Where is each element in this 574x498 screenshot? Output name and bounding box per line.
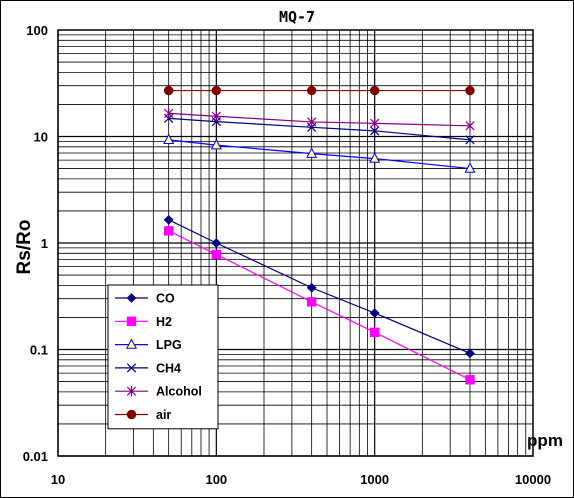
data-point-lpg [464, 162, 476, 173]
legend-entry-air: air [115, 408, 171, 422]
data-point-co [465, 348, 475, 359]
legend-label-air: air [156, 408, 171, 422]
plot-area-border [57, 29, 534, 457]
x-tick-labels: 10 100 1000 10000 [51, 472, 551, 487]
legend-marker-h2 [126, 316, 137, 327]
data-point-h2 [211, 249, 222, 260]
legend-marker-air [126, 409, 137, 420]
legend-marker-alcohol [126, 386, 137, 397]
legend-entry-h2: H2 [115, 315, 172, 329]
legend-entry-alcohol: Alcohol [115, 385, 202, 399]
y-tick-label: 10 [34, 130, 48, 145]
data-point-ch4 [370, 126, 380, 136]
data-point-alcohol [465, 120, 475, 132]
data-point-h2 [369, 327, 380, 338]
data-point-lpg [163, 133, 175, 145]
legend-label-lpg: LPG [156, 338, 182, 352]
legend-marker-co [126, 293, 137, 303]
legend-label-h2: H2 [156, 315, 172, 329]
y-tick-label: 0.1 [30, 343, 48, 358]
data-point-air [369, 85, 380, 96]
series-co [163, 214, 475, 359]
y-tick-label: 100 [26, 23, 48, 38]
data-point-co [163, 214, 174, 225]
data-point-air [306, 85, 317, 96]
y-axis-label: Rs/Ro [14, 220, 35, 275]
x-tick-label: 100 [205, 472, 227, 487]
data-point-co [369, 308, 380, 318]
legend-entry-lpg: LPG [115, 338, 182, 352]
series-h2 [163, 226, 475, 385]
y-tick-labels: 100 10 1 0.1 0.01 [23, 23, 48, 464]
data-point-lpg [369, 152, 381, 163]
x-axis-unit-label: ppm [527, 431, 563, 450]
data-point-lpg [306, 147, 318, 158]
data-point-alcohol [211, 111, 221, 122]
legend-label-ch4: CH4 [156, 361, 181, 375]
x-tick-label: 10000 [515, 472, 551, 487]
data-point-h2 [306, 297, 317, 307]
series-alcohol [164, 108, 475, 132]
data-point-lpg [210, 138, 222, 150]
chart-title: MQ-7 [279, 8, 315, 26]
data-point-air [211, 85, 222, 96]
legend-marker-ch4 [126, 363, 137, 373]
data-point-h2 [465, 375, 475, 385]
series-lpg [163, 133, 476, 173]
data-point-co [211, 238, 222, 248]
y-tick-label: 1 [41, 236, 48, 251]
data-point-ch4 [465, 135, 475, 145]
series-air [163, 85, 475, 96]
legend-box [107, 284, 219, 430]
y-tick-label: 0.01 [23, 449, 48, 464]
data-point-air [465, 85, 475, 96]
legend-entry-ch4: CH4 [115, 361, 181, 375]
data-point-alcohol [307, 116, 317, 128]
data-point-co [306, 282, 317, 293]
series-layer [163, 85, 476, 385]
x-tick-label: 1000 [360, 472, 389, 487]
data-point-air [163, 85, 174, 96]
legend-marker-lpg [125, 338, 138, 349]
x-tick-label: 10 [51, 472, 65, 487]
legend-label-alcohol: Alcohol [156, 385, 202, 399]
data-point-alcohol [370, 118, 380, 129]
grid [57, 30, 533, 457]
data-point-alcohol [164, 108, 174, 119]
legend: CO H2 LPG CH4 Alcohol air [107, 284, 219, 430]
data-point-h2 [163, 226, 174, 236]
legend-entry-co: CO [115, 292, 175, 306]
legend-label-co: CO [156, 292, 175, 306]
